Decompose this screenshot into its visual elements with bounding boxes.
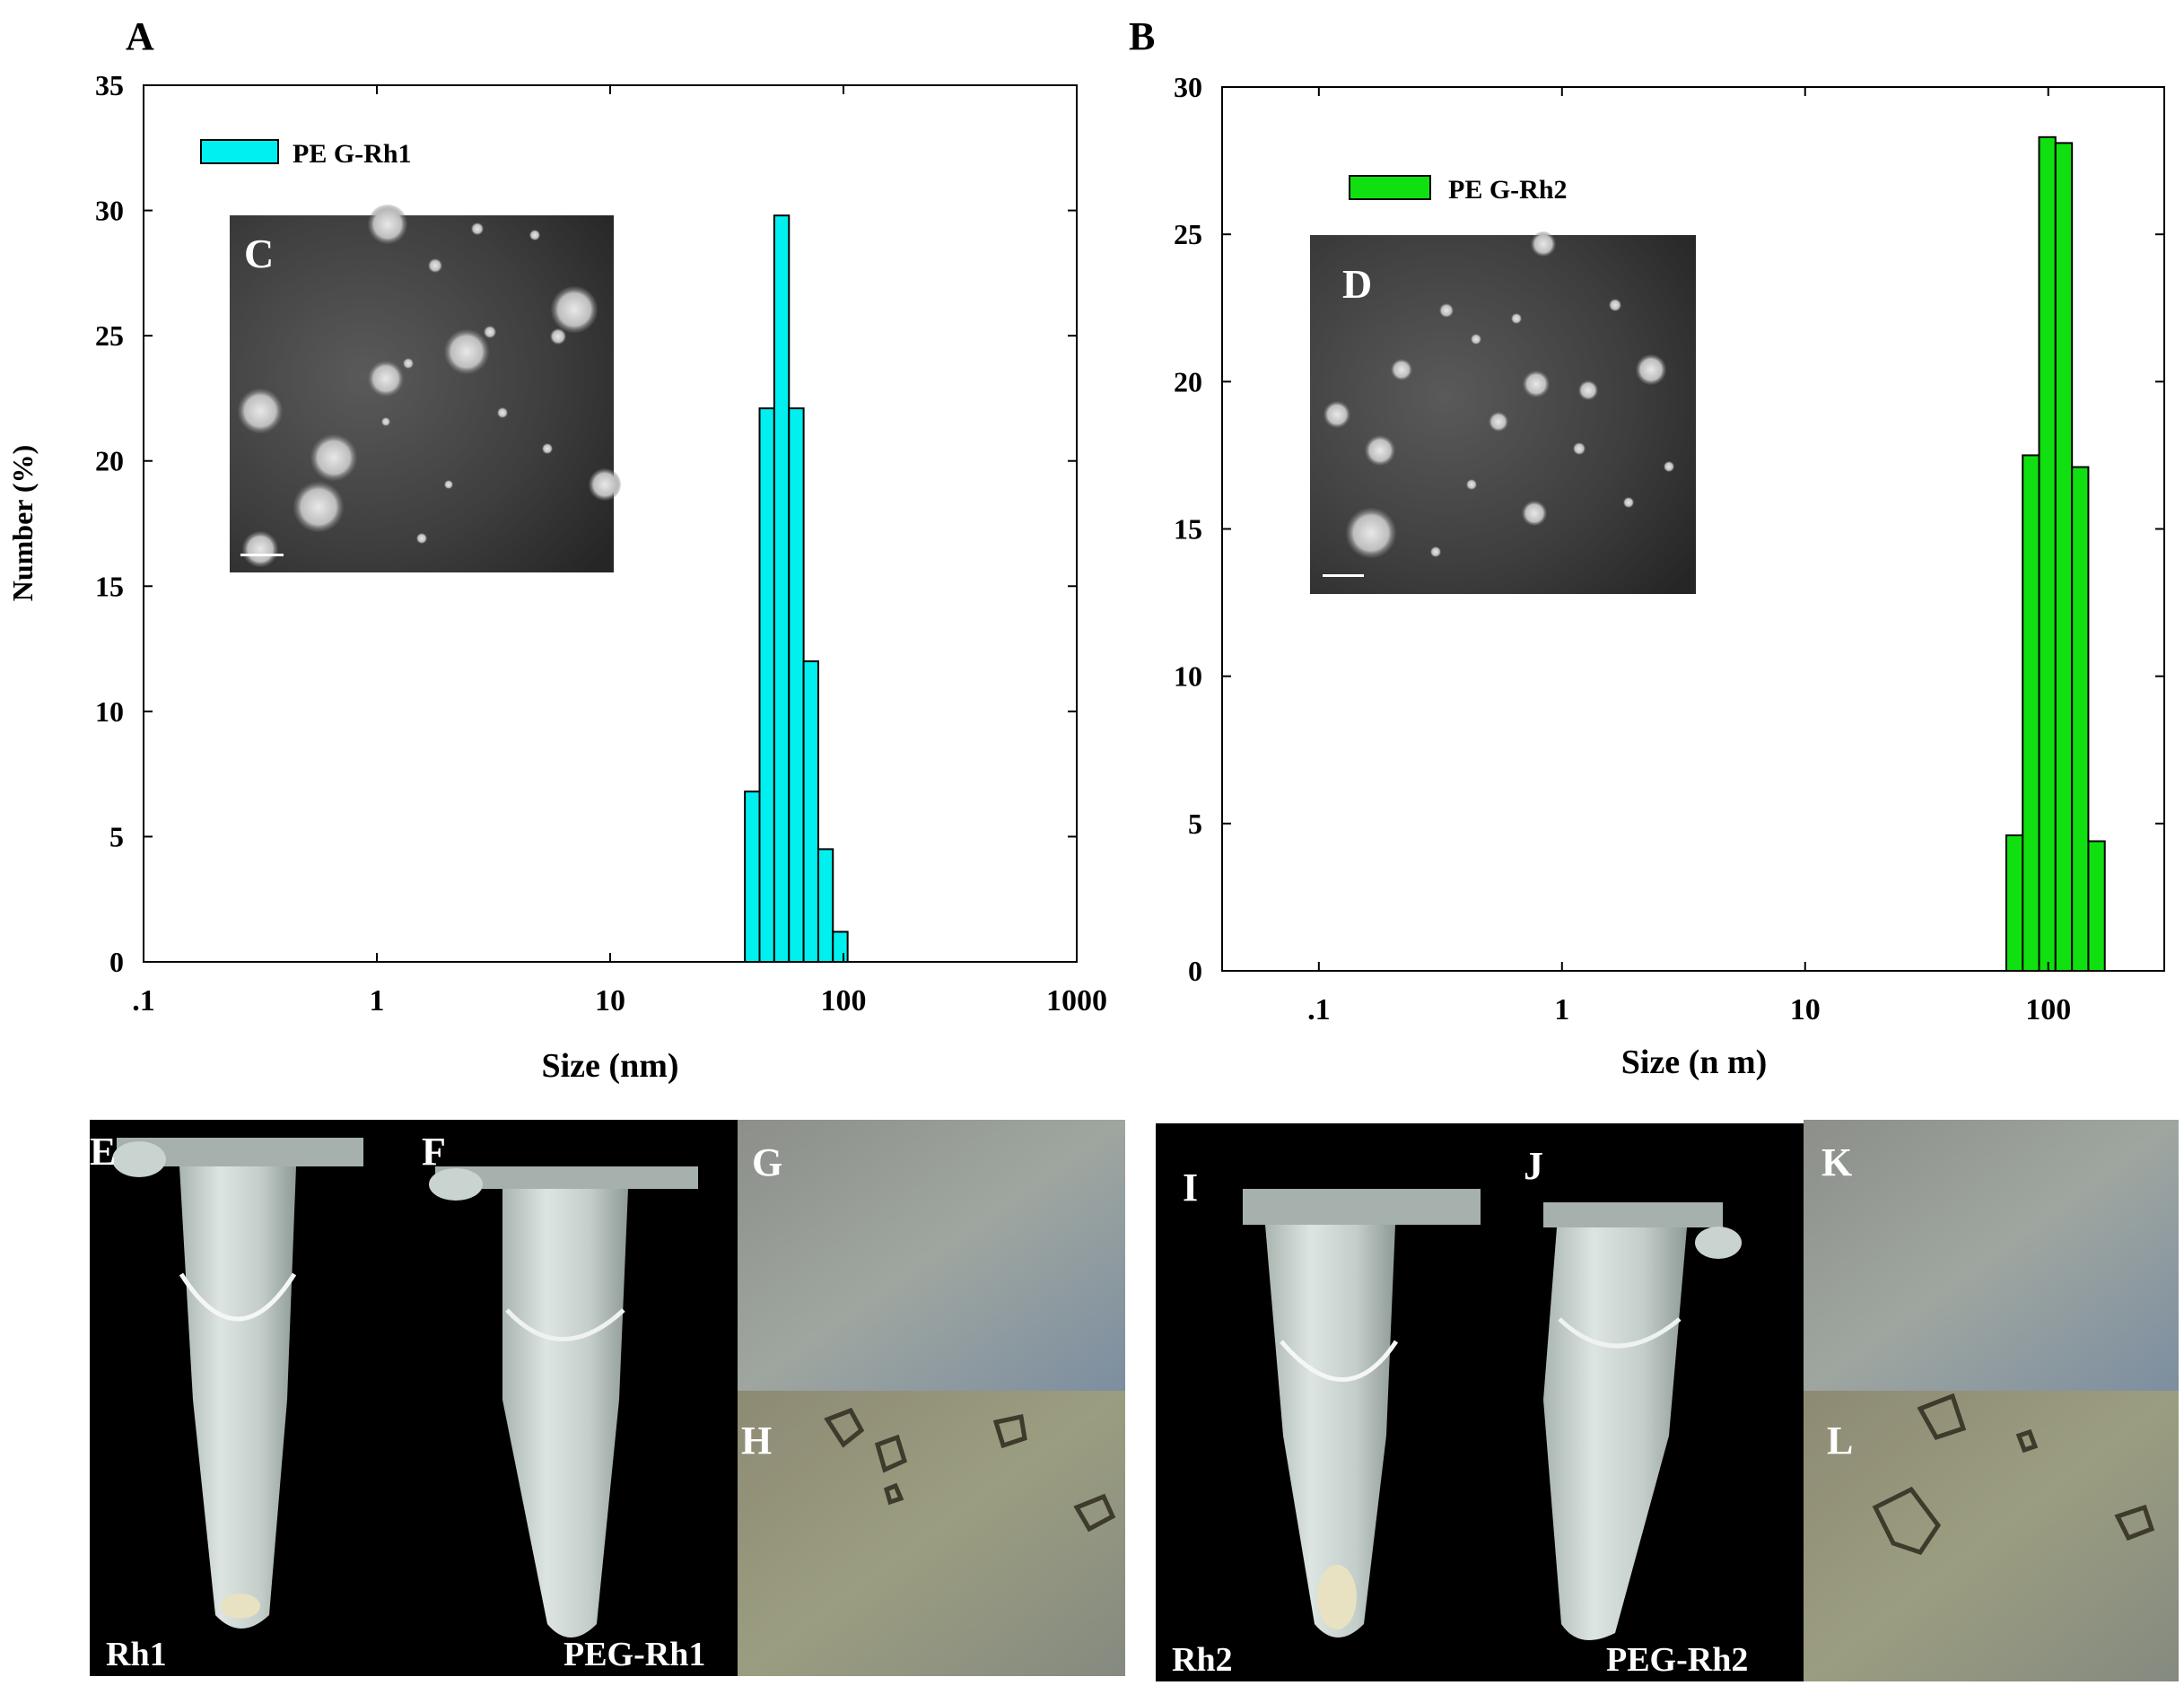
bar-b-3 [2054, 142, 2074, 972]
bar-b-1 [2022, 454, 2040, 972]
caption-rh2: Rh2 [1172, 1641, 1233, 1679]
caption-peg-rh2: PEG-Rh2 [1606, 1641, 1748, 1679]
bar-a-6 [832, 930, 849, 963]
y-tick-label-a-0: 0 [109, 946, 124, 978]
y-tick-label-a-1: 5 [109, 820, 124, 852]
tube-f [429, 1166, 698, 1638]
y-tick-label-b-2: 10 [1174, 660, 1202, 693]
crystal-specks-h [824, 1407, 1116, 1533]
y-tick-label-b-0: 0 [1188, 955, 1202, 987]
tem-inset-d: D [1310, 231, 1696, 594]
y-tick-label-a-3: 15 [95, 570, 124, 602]
x-axis-label-b: Size (n m) [1621, 1044, 1768, 1081]
y-tick-label-b-4: 20 [1174, 365, 1202, 397]
y-axis-a: 0 5 10 15 20 25 30 35 [95, 69, 1077, 978]
bar-b-2 [2038, 135, 2057, 973]
chart-a: A 0 5 10 15 20 25 30 35 .1 1 10 100 1000 Number (%)… [6, 14, 1107, 1085]
panel-label-i: I [1183, 1166, 1198, 1210]
scale-bar-d [1323, 574, 1364, 577]
panel-label-b: B [1129, 14, 1155, 58]
micrograph-l [1804, 1391, 2179, 1681]
bar-b-4 [2071, 466, 2090, 972]
bar-a-0 [744, 790, 761, 963]
x-tick-label-a-3: 100 [821, 984, 867, 1017]
x-axis-label-a: Size (nm) [541, 1047, 678, 1085]
tem-inset-c: C [230, 205, 621, 572]
caption-rh1: Rh1 [106, 1636, 167, 1673]
bar-b-0 [2005, 834, 2024, 973]
x-tick-label-a-2: 10 [595, 984, 625, 1017]
y-axis-b: 0 5 10 15 20 25 30 [1174, 71, 2164, 987]
x-tick-label-a-4: 1000 [1046, 984, 1107, 1017]
micrograph-k [1804, 1120, 2179, 1391]
y-tick-label-b-1: 5 [1188, 808, 1202, 840]
tube-e [112, 1138, 363, 1629]
bars-a [744, 214, 849, 964]
legend-swatch-a [200, 139, 279, 164]
x-tick-label-b-1: 1 [1554, 993, 1569, 1026]
panel-label-c: C [244, 231, 274, 276]
y-axis-label-a: Number (%) [6, 445, 39, 602]
x-tick-label-b-2: 10 [1790, 993, 1821, 1026]
x-tick-label-b-3: 100 [2025, 993, 2071, 1026]
tube-j [1543, 1202, 1742, 1640]
tem-particles-c [238, 205, 621, 567]
micrograph-g [738, 1120, 1125, 1391]
y-tick-label-b-3: 15 [1174, 513, 1202, 546]
panel-label-d: D [1342, 261, 1372, 307]
panel-label-l: L [1827, 1419, 1853, 1463]
crystal-specks-l [1872, 1393, 2155, 1555]
panel-label-g: G [752, 1140, 782, 1184]
legend-swatch-b [1349, 175, 1431, 200]
bar-a-3 [788, 407, 805, 963]
micrograph-h [738, 1391, 1125, 1676]
bar-b-5 [2087, 840, 2106, 972]
x-tick-label-a-0: .1 [132, 984, 155, 1017]
photos-rh1: E F Rh1 PEG-Rh1 G H [90, 1120, 1125, 1676]
bar-a-1 [758, 407, 775, 963]
legend-b: PE G-Rh2 [1349, 175, 1568, 205]
y-tick-label-a-5: 25 [95, 319, 124, 352]
panel-label-j: J [1524, 1144, 1543, 1188]
bar-a-2 [773, 214, 791, 963]
bars-b [2005, 135, 2106, 973]
tube-i [1243, 1189, 1481, 1638]
bar-a-4 [802, 660, 819, 963]
legend-label-a: PE G-Rh1 [293, 139, 412, 169]
y-tick-label-a-6: 30 [95, 195, 124, 227]
chart-b: B 0 5 10 15 20 25 30 .1 1 10 100 Size (n m) PE G-… [1129, 14, 2165, 1081]
y-tick-label-b-5: 25 [1174, 218, 1202, 250]
caption-peg-rh1: PEG-Rh1 [563, 1636, 705, 1673]
panel-label-e: E [90, 1130, 116, 1174]
legend-label-b: PE G-Rh2 [1448, 175, 1568, 205]
photos-rh2: I J Rh2 PEG-Rh2 K L [1156, 1120, 2179, 1681]
panel-label-f: F [422, 1130, 446, 1174]
y-tick-label-a-4: 20 [95, 445, 124, 477]
x-tick-label-a-1: 1 [370, 984, 385, 1017]
bar-a-5 [817, 848, 834, 964]
panel-label-h: H [741, 1419, 772, 1463]
x-axis-a: .1 1 10 100 1000 [132, 85, 1107, 1017]
y-tick-label-a-2: 10 [95, 695, 124, 728]
panel-label-k: K [1821, 1140, 1852, 1184]
x-axis-b: .1 1 10 100 [1307, 87, 2071, 1026]
panel-label-a: A [126, 14, 154, 58]
x-tick-label-b-0: .1 [1307, 993, 1331, 1026]
scale-bar-c [240, 554, 284, 556]
legend-a: PE G-Rh1 [200, 139, 412, 169]
y-tick-label-b-6: 30 [1174, 71, 1202, 103]
tem-particles-d [1324, 231, 1674, 558]
y-tick-label-a-7: 35 [95, 69, 124, 101]
tem-image-c [230, 215, 614, 572]
